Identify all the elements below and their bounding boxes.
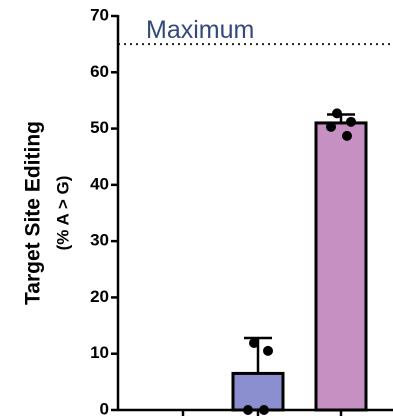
y-tick-label: 20: [90, 287, 109, 306]
y-tick-label: 40: [90, 174, 109, 193]
data-point: [249, 338, 259, 349]
reference-label: Maximum: [146, 16, 254, 44]
y-axis-label: (% A > G): [53, 176, 72, 251]
bar: [314, 121, 368, 412]
data-point: [263, 345, 273, 356]
y-tick-label: 30: [90, 231, 109, 250]
bar: [231, 371, 285, 412]
data-point: [342, 130, 352, 141]
data-point: [326, 121, 336, 132]
data-point: [346, 116, 356, 127]
y-tick-label: 60: [90, 62, 109, 81]
y-tick-label: 10: [90, 343, 109, 362]
y-axis-label: Target Site Editing: [22, 121, 45, 305]
y-tick-label: 0: [100, 399, 109, 416]
y-tick-label: 70: [90, 5, 109, 24]
data-point: [332, 108, 342, 119]
y-tick-label: 50: [90, 118, 109, 137]
